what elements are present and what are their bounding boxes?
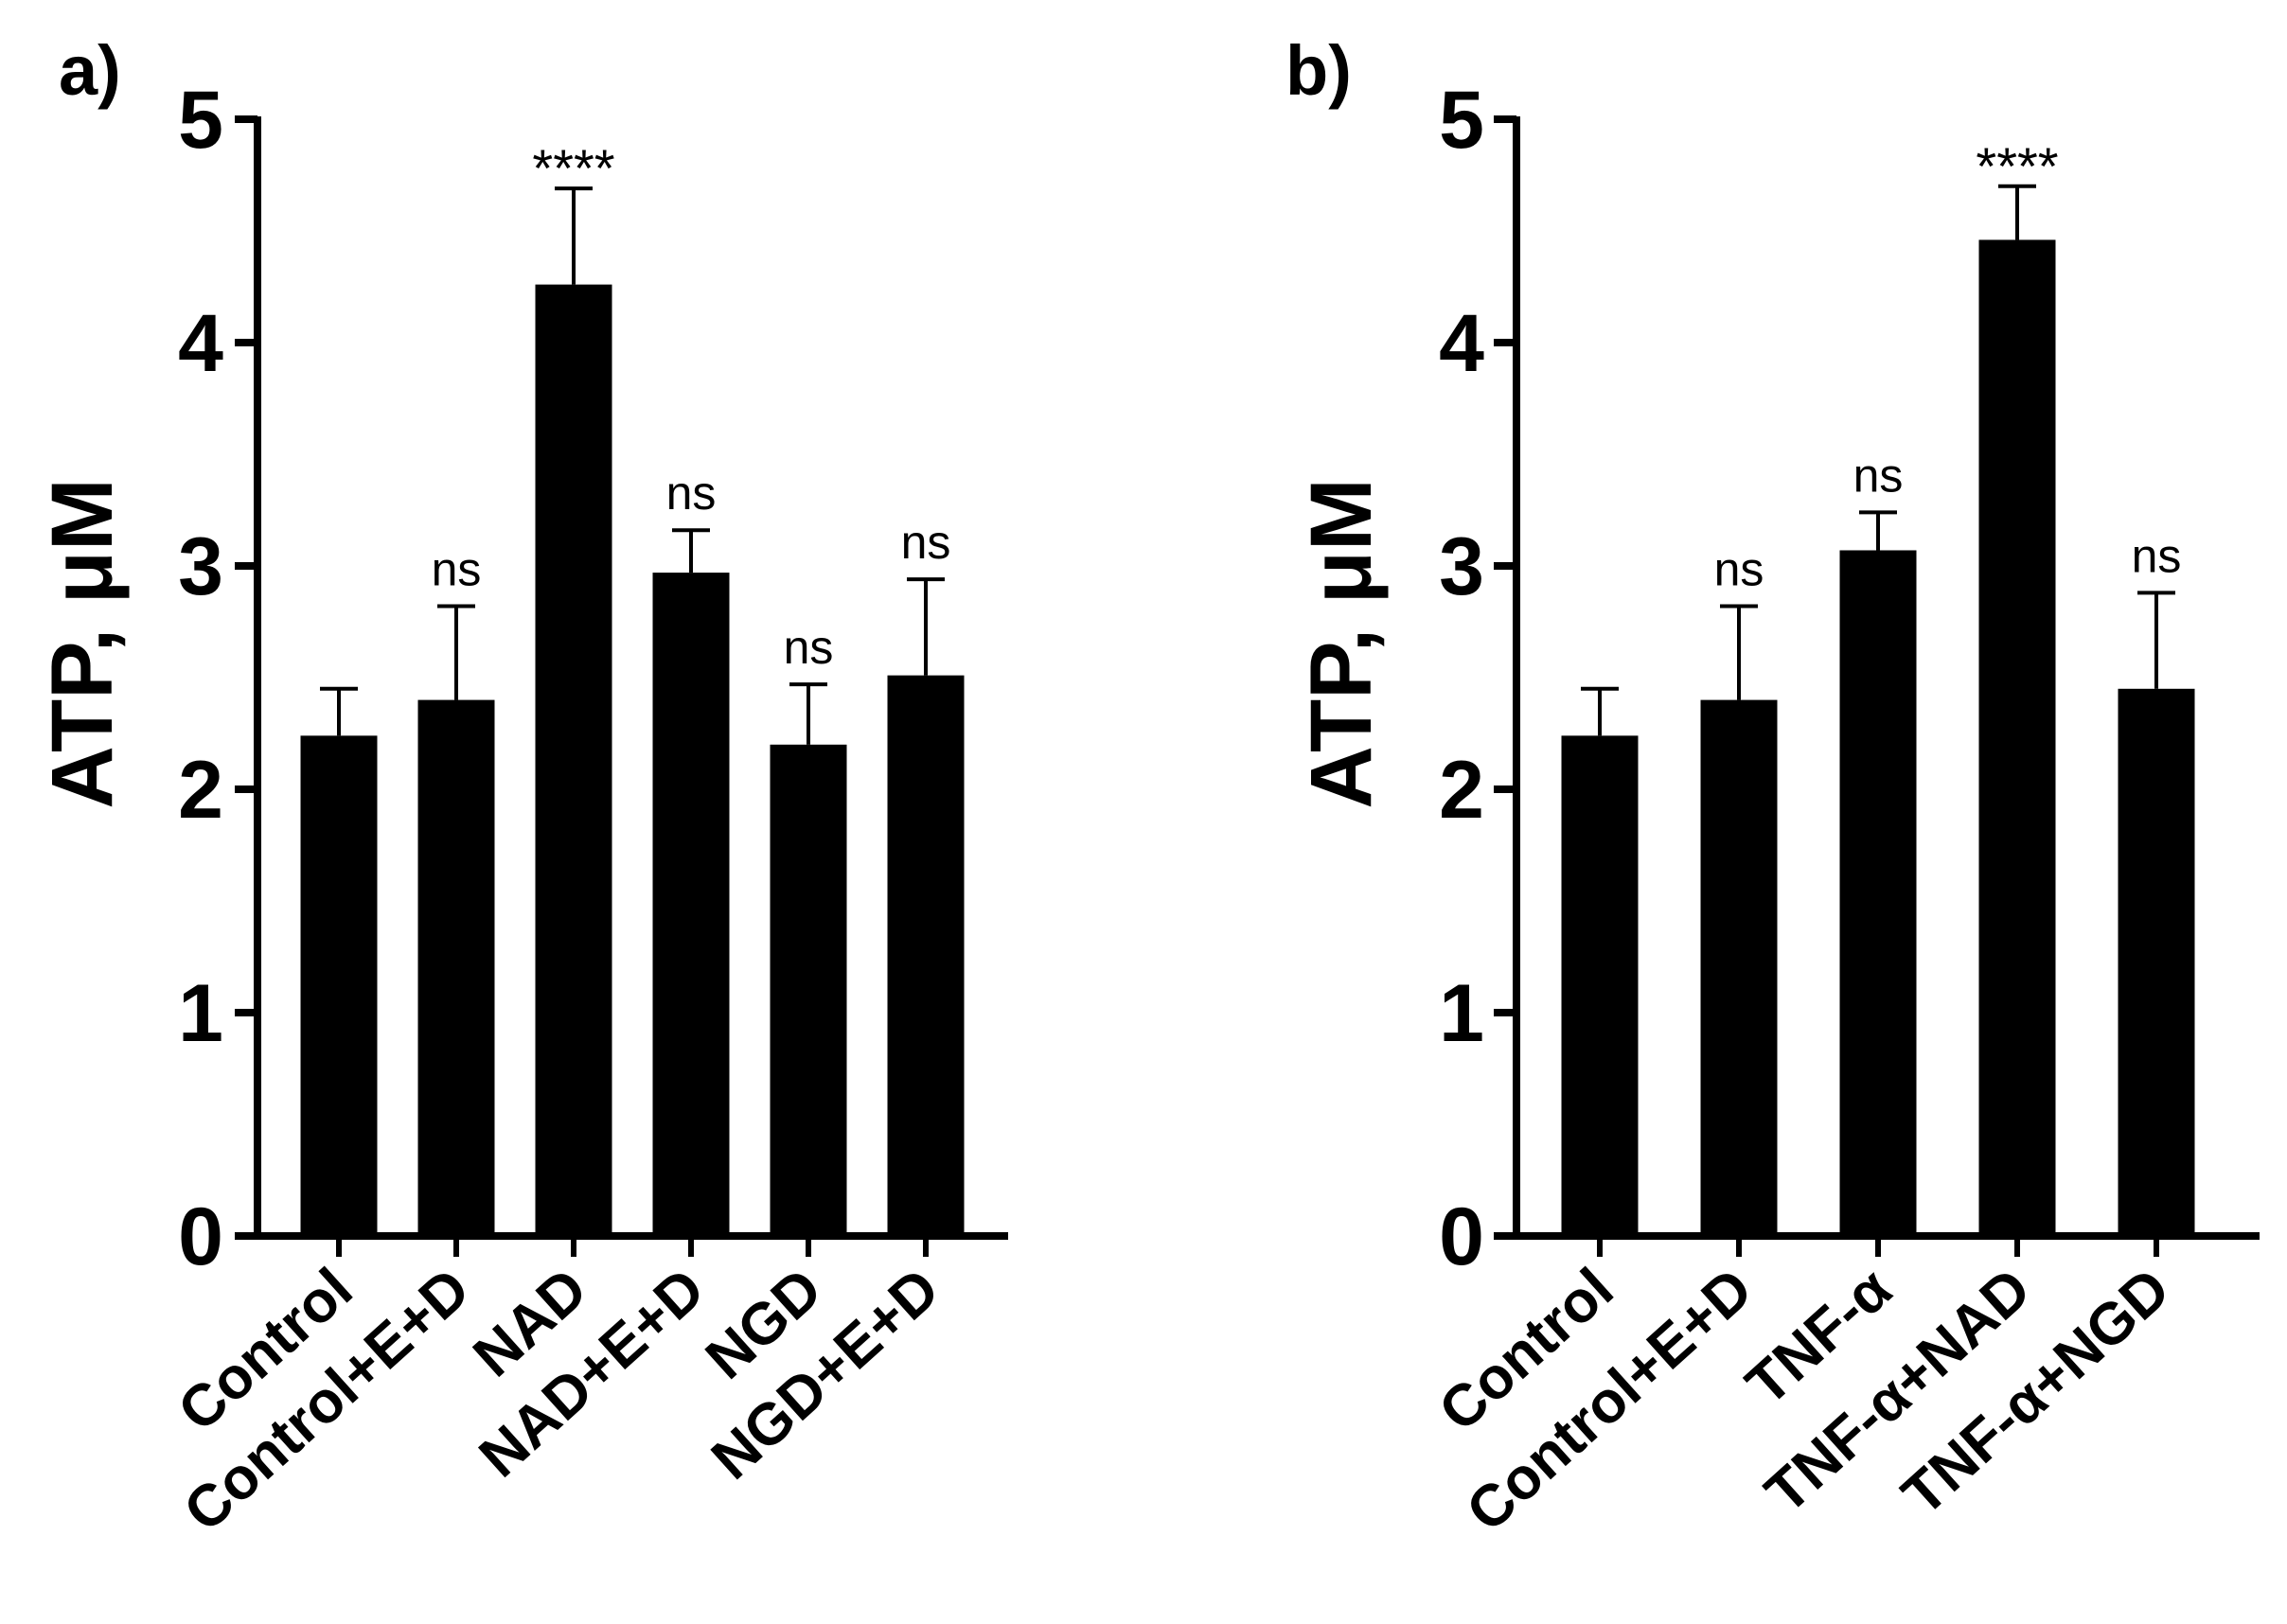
y-tick-label: 3 (1439, 521, 1484, 612)
y-tick-label: 4 (178, 298, 223, 389)
y-tick-label: 5 (178, 75, 223, 166)
y-axis-title: ATP, μM (34, 478, 131, 808)
y-tick-label: 2 (1439, 745, 1484, 836)
y-axis-title: ATP, μM (1293, 478, 1390, 808)
y-tick-label: 1 (178, 968, 223, 1059)
y-tick-label: 1 (1439, 968, 1484, 1059)
panel-b-chart: b) ATP, μM 012345ControlnsControl+E+DnsT… (1285, 31, 2260, 1545)
bar (417, 699, 495, 1236)
y-tick-label: 5 (1439, 75, 1484, 166)
significance-label: ns (1853, 449, 1904, 502)
panel-a-chart: a) ATP, μM 012345ControlnsControl+E+D***… (34, 31, 1008, 1545)
y-tick-label: 0 (178, 1192, 223, 1282)
panel-label: a) (59, 31, 121, 110)
significance-label: ns (1714, 542, 1764, 595)
y-tick-label: 3 (178, 521, 223, 612)
significance-label: **** (1976, 136, 2058, 196)
bar (1561, 735, 1639, 1236)
bar (1839, 550, 1917, 1236)
significance-label: **** (532, 138, 614, 198)
bar (887, 675, 965, 1236)
y-tick-label: 2 (178, 745, 223, 836)
y-tick-label: 0 (1439, 1192, 1484, 1282)
significance-label: ns (901, 516, 951, 569)
significance-label: ns (666, 467, 717, 520)
significance-label: ns (2132, 529, 2182, 582)
bar (535, 284, 612, 1236)
bar (2118, 688, 2195, 1236)
bar (652, 573, 730, 1236)
bar (1700, 699, 1778, 1236)
significance-label: ns (432, 542, 482, 595)
bar (770, 744, 847, 1236)
significance-label: ns (784, 621, 834, 674)
panel-label: b) (1285, 31, 1352, 110)
y-tick-label: 4 (1439, 298, 1484, 389)
bar (300, 735, 378, 1236)
bar (1978, 239, 2056, 1237)
